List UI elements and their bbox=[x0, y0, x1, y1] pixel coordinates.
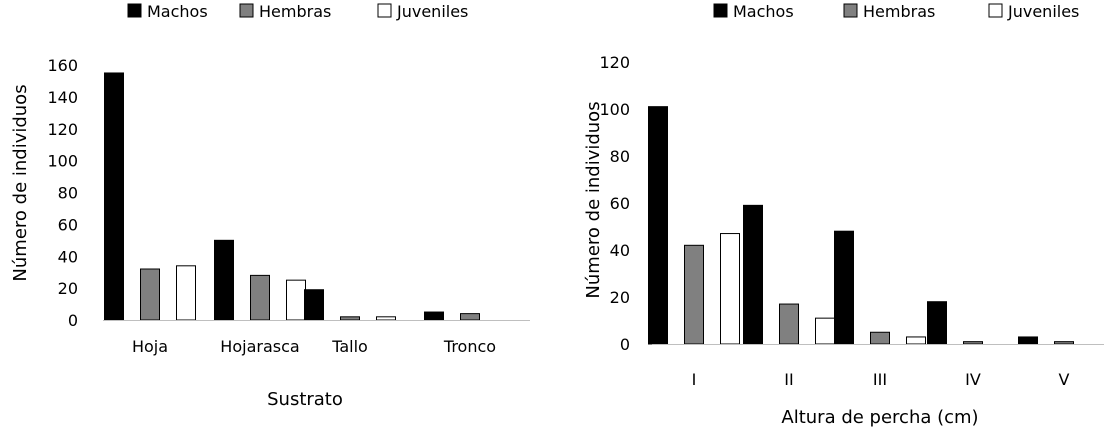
legend-swatch-machos bbox=[713, 3, 728, 18]
x-tick-label: III bbox=[873, 370, 887, 389]
legend-label-machos: Machos bbox=[147, 2, 208, 21]
bar-juveniles-iii bbox=[906, 336, 926, 345]
y-tick-label: 100 bbox=[47, 152, 78, 171]
y-axis-title: Número de individuos bbox=[10, 84, 31, 281]
bar-machos-ii bbox=[743, 204, 763, 345]
legend-swatch-hembras bbox=[239, 3, 254, 18]
x-tick-label: II bbox=[784, 370, 793, 389]
legend-label-hembras: Hembras bbox=[863, 2, 935, 21]
legend-swatch-juveniles bbox=[377, 3, 392, 18]
bar-machos-v bbox=[1018, 336, 1038, 345]
y-tick-label: 60 bbox=[610, 194, 630, 213]
y-tick-label: 60 bbox=[58, 215, 78, 234]
bar-juveniles-i bbox=[720, 233, 740, 345]
x-tick-label: Hojarasca bbox=[220, 337, 299, 356]
legend-label-hembras: Hembras bbox=[259, 2, 331, 21]
x-axis-title: Altura de percha (cm) bbox=[781, 407, 978, 428]
bar-hembras-iv bbox=[963, 341, 983, 345]
x-tick-label: Hoja bbox=[132, 337, 168, 356]
bar-hembras-v bbox=[1054, 341, 1074, 345]
bar-machos-hojarasca bbox=[214, 239, 234, 321]
bar-machos-iv bbox=[927, 301, 947, 345]
bar-machos-iii bbox=[834, 230, 854, 345]
legend-swatch-machos bbox=[127, 3, 142, 18]
y-tick-label: 80 bbox=[610, 147, 630, 166]
y-tick-label: 20 bbox=[58, 279, 78, 298]
y-tick-label: 40 bbox=[610, 241, 630, 260]
bar-hembras-i bbox=[684, 244, 704, 345]
y-tick-label: 140 bbox=[47, 88, 78, 107]
y-tick-label: 0 bbox=[620, 335, 630, 354]
y-tick-label: 120 bbox=[599, 53, 630, 72]
bar-hembras-iii bbox=[870, 331, 890, 345]
y-tick-label: 80 bbox=[58, 184, 78, 203]
x-tick-label: Tallo bbox=[331, 337, 368, 356]
chart-1: Machos Hembras Juveniles 0 20 40 60 80 100 120 140… bbox=[10, 2, 530, 410]
bar-hembras-tallo bbox=[340, 316, 360, 321]
bar-juveniles-ii bbox=[815, 317, 835, 345]
legend-swatch-juveniles bbox=[988, 3, 1003, 18]
bar-hembras-tronco bbox=[460, 313, 480, 321]
x-tick-label: I bbox=[692, 370, 697, 389]
x-tick-label: Tronco bbox=[443, 337, 496, 356]
y-tick-label: 0 bbox=[68, 311, 78, 330]
bar-juveniles-hojarasca bbox=[286, 279, 306, 321]
y-tick-label: 160 bbox=[47, 56, 78, 75]
legend-label-machos: Machos bbox=[733, 2, 794, 21]
bar-machos-tallo bbox=[304, 289, 324, 321]
y-tick-label: 120 bbox=[47, 120, 78, 139]
bar-machos-i bbox=[648, 106, 668, 345]
bar-hembras-ii bbox=[779, 303, 799, 345]
legend-swatch-hembras bbox=[843, 3, 858, 18]
bar-machos-tronco bbox=[424, 311, 444, 321]
bar-juveniles-tallo bbox=[376, 316, 396, 321]
x-axis-title: Sustrato bbox=[267, 389, 343, 410]
x-tick-label: IV bbox=[965, 370, 981, 389]
legend-label-juveniles: Juveniles bbox=[396, 2, 468, 21]
bar-juveniles-hoja bbox=[176, 265, 196, 321]
bar-hembras-hojarasca bbox=[250, 274, 270, 321]
y-tick-label: 100 bbox=[599, 100, 630, 119]
y-axis-title: Número de individuos bbox=[583, 101, 604, 298]
y-tick-label: 40 bbox=[58, 247, 78, 266]
y-tick-label: 20 bbox=[610, 288, 630, 307]
x-tick-label: V bbox=[1059, 370, 1070, 389]
legend-label-juveniles: Juveniles bbox=[1007, 2, 1079, 21]
bar-machos-hoja bbox=[104, 72, 124, 321]
bar-hembras-hoja bbox=[140, 268, 160, 321]
